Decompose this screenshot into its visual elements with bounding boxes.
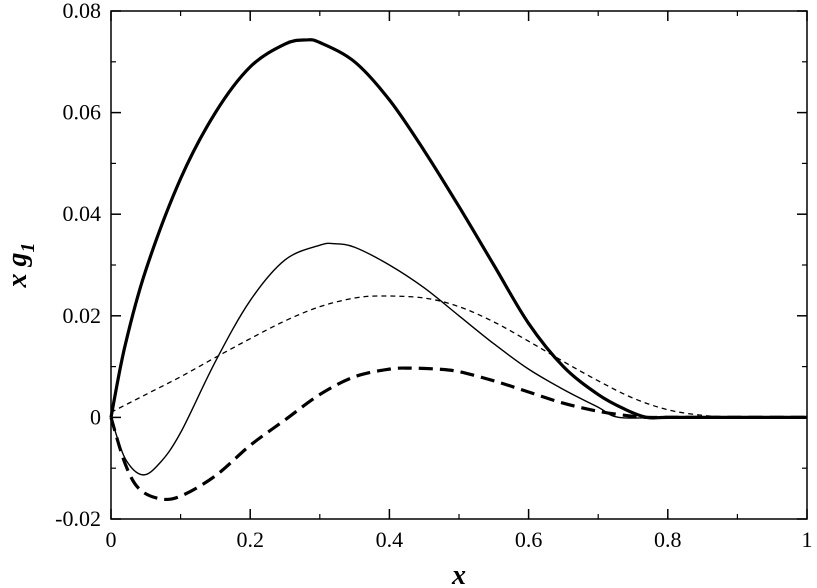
y-tick-label: 0.02	[63, 303, 102, 328]
x-tick-label: 0	[106, 527, 117, 552]
x-tick-label: 1	[802, 527, 813, 552]
y-tick-label: 0.04	[63, 201, 102, 226]
x-tick-labels: 0 0.2 0.4 0.6 0.8 1	[106, 527, 813, 552]
y-tick-label: -0.02	[55, 506, 101, 531]
x-axis-title: x	[451, 560, 466, 588]
y-tick-label: 0.08	[63, 0, 102, 23]
series-layer	[109, 38, 807, 502]
series-thick-dashed	[109, 366, 807, 502]
axis-ticks	[110, 10, 808, 520]
series-thin-dashed	[110, 295, 807, 419]
y-axis-title-main: x g	[2, 253, 33, 289]
y-axis-title-subscript: 1	[17, 243, 39, 253]
series-thin-solid	[110, 242, 807, 476]
plot-frame	[110, 10, 808, 520]
y-tick-label: 0.06	[63, 100, 102, 125]
x-tick-label: 0.4	[376, 527, 404, 552]
y-tick-label: 0	[90, 404, 101, 429]
x-tick-label: 0.6	[515, 527, 543, 552]
x-tick-label: 0.2	[236, 527, 264, 552]
y-tick-labels: -0.02 0 0.02 0.04 0.06 0.08	[55, 0, 101, 531]
series-thick-solid	[109, 38, 807, 420]
x-tick-label: 0.8	[654, 527, 682, 552]
y-axis-title: x g1	[2, 243, 39, 289]
